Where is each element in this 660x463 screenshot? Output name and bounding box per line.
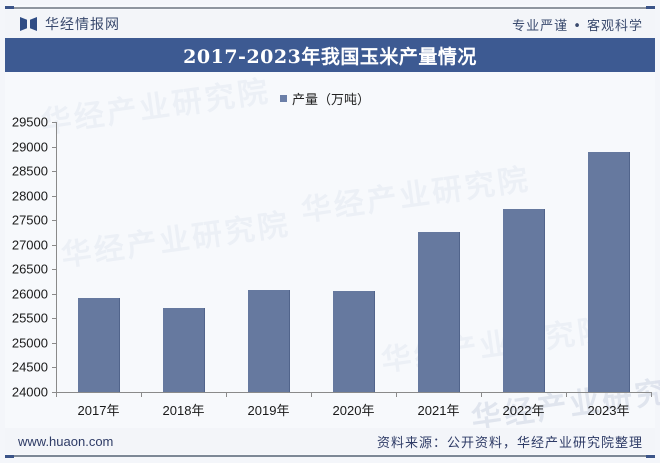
y-tick-mark	[52, 147, 57, 148]
y-tick-mark	[52, 318, 57, 319]
x-tick-label: 2020年	[332, 403, 375, 418]
y-tick-label: 26500	[11, 261, 48, 277]
top-divider	[5, 7, 655, 9]
title-band: 2017-2023年我国玉米产量情况	[5, 38, 655, 72]
x-tick-mark	[566, 392, 567, 397]
x-tick-mark	[226, 392, 227, 397]
bottom-divider-accent-right	[646, 455, 655, 458]
x-tick-label: 2023年	[587, 403, 630, 418]
bottom-divider	[5, 455, 655, 457]
y-tick-label: 29500	[11, 114, 48, 130]
x-tick-mark	[141, 392, 142, 397]
footer-bar: www.huaon.com 资料来源：公开资料，华经产业研究院整理	[5, 428, 655, 454]
x-tick-mark	[396, 392, 397, 397]
y-tick-label: 25500	[11, 310, 48, 326]
brand-name: 华经情报网	[45, 17, 120, 33]
y-tick-label: 28000	[11, 188, 48, 204]
y-tick-mark	[52, 122, 57, 123]
top-divider-accent-left	[5, 6, 14, 9]
x-tick-label: 2021年	[417, 403, 460, 418]
header-bar: 华经情报网 专业严谨 • 客观科学	[5, 10, 655, 38]
y-tick-mark	[52, 392, 57, 393]
y-tick-mark	[52, 220, 57, 221]
x-tick-mark	[56, 392, 57, 397]
top-divider-accent-right	[646, 6, 655, 9]
bar-2021年	[417, 232, 460, 392]
y-tick-label: 24500	[11, 359, 48, 375]
data-source-note: 资料来源：公开资料，华经产业研究院整理	[376, 435, 643, 451]
x-tick-label: 2022年	[502, 403, 545, 418]
footer-url: www.huaon.com	[18, 433, 114, 449]
y-tick-mark	[52, 269, 57, 270]
brand: 华经情报网	[20, 14, 120, 34]
y-tick-label: 26000	[11, 286, 48, 302]
x-tick-mark	[311, 392, 312, 397]
bar-2022年	[502, 209, 545, 392]
y-axis	[56, 122, 57, 392]
x-tick-label: 2019年	[247, 403, 290, 418]
x-tick-label: 2017年	[77, 403, 120, 418]
y-tick-mark	[52, 367, 57, 368]
y-tick-label: 27500	[11, 212, 48, 228]
bar-2023年	[587, 152, 630, 392]
bar-2020年	[332, 290, 375, 392]
y-tick-mark	[52, 196, 57, 197]
chart-legend: 产量（万吨）	[280, 89, 370, 108]
y-tick-mark	[52, 343, 57, 344]
x-axis	[56, 392, 651, 393]
y-tick-label: 28500	[11, 163, 48, 179]
y-tick-label: 27000	[11, 237, 48, 253]
y-tick-mark	[52, 294, 57, 295]
y-tick-mark	[52, 171, 57, 172]
x-tick-label: 2018年	[162, 403, 205, 418]
x-tick-mark	[481, 392, 482, 397]
bar-2017年	[77, 298, 120, 392]
x-tick-mark	[651, 392, 652, 397]
bar-2019年	[247, 289, 290, 392]
chart-title: 2017-2023年我国玉米产量情况	[183, 45, 477, 68]
bar-2018年	[162, 307, 205, 392]
bottom-divider-accent-left	[5, 455, 14, 458]
y-tick-label: 29000	[11, 139, 48, 155]
y-tick-label: 24000	[11, 384, 48, 400]
slogan: 专业严谨 • 客观科学	[512, 18, 643, 34]
legend-swatch	[280, 95, 287, 102]
legend-label: 产量（万吨）	[292, 93, 371, 108]
y-tick-mark	[52, 245, 57, 246]
y-tick-label: 25000	[11, 335, 48, 351]
